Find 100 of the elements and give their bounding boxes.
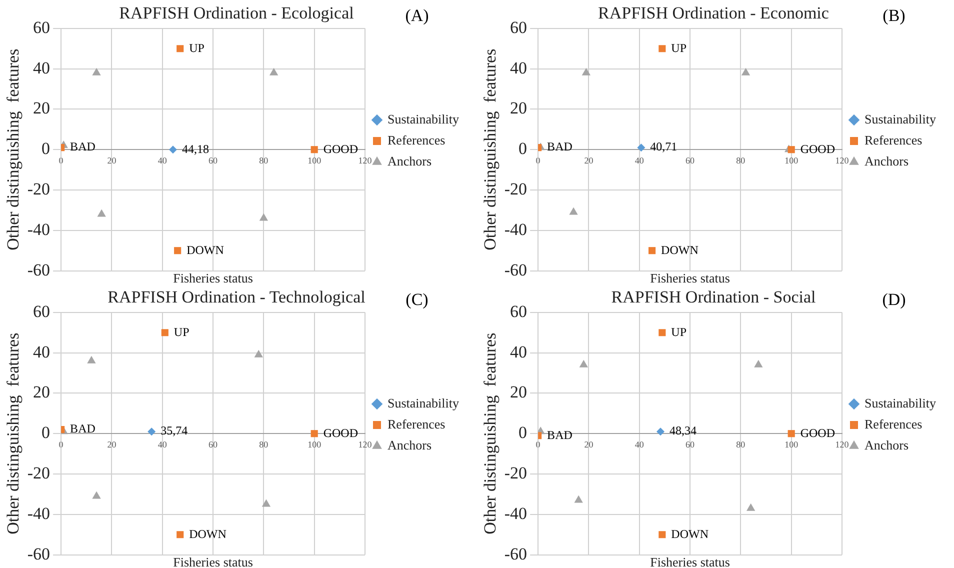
chart-title: RAPFISH Ordination - Social (611, 288, 816, 307)
x-tick-label: 120 (358, 439, 372, 450)
x-axis-title: Fisheries status (650, 270, 730, 286)
x-tick-label: 80 (736, 439, 746, 450)
y-tick-label: -20 (27, 463, 50, 482)
point (656, 428, 664, 436)
point (262, 499, 271, 507)
point (637, 144, 646, 152)
point (658, 329, 666, 336)
y-tick-label: -20 (504, 179, 528, 198)
x-tick-label: 100 (308, 439, 322, 450)
x-tick-label: 40 (634, 439, 644, 450)
annotation: 35,74 (160, 424, 188, 438)
legend-label: References (864, 132, 922, 148)
y-axis-title: Other distinguishing features (480, 332, 500, 534)
x-tick-label: 20 (584, 155, 594, 166)
legend-label: Anchors (388, 153, 432, 168)
y-tick-label: 60 (33, 302, 50, 321)
annotation: BAD (70, 422, 96, 436)
y-tick-label: 60 (33, 18, 50, 37)
x-tick-label: 100 (784, 155, 799, 166)
point (788, 430, 795, 438)
x-tick-label: 40 (634, 155, 644, 166)
y-tick-label: 20 (510, 382, 528, 402)
point (741, 68, 750, 76)
y-axis-title: Other distinguishing features (480, 48, 500, 250)
y-tick-label: -60 (27, 260, 50, 280)
point (658, 45, 666, 52)
x-tick-label: 120 (835, 439, 850, 450)
y-tick-label: 60 (510, 302, 528, 321)
x-axis-title: Fisheries status (173, 270, 253, 286)
point (87, 356, 96, 364)
x-tick-label: 40 (158, 439, 168, 450)
y-tick-label: -20 (27, 179, 50, 198)
chart-title: RAPFISH Ordination - Technological (108, 288, 366, 307)
annotation: GOOD (323, 142, 358, 156)
x-tick-label: 120 (835, 155, 850, 166)
point (579, 360, 588, 368)
y-tick-label: -40 (504, 220, 528, 239)
y-axis-title: Other distinguishing features (4, 48, 23, 250)
point (754, 360, 763, 368)
y-tick-label: -40 (27, 504, 50, 523)
chart-title: RAPFISH Ordination - Ecological (119, 4, 354, 23)
x-tick-label: 100 (784, 439, 799, 450)
point (176, 531, 184, 538)
legend-label: Sustainability (864, 111, 936, 126)
point (569, 207, 578, 215)
point (310, 146, 318, 154)
point (174, 247, 182, 254)
y-tick-label: -60 (504, 260, 528, 280)
point (259, 213, 268, 221)
x-tick-label: 60 (208, 439, 218, 450)
annotation: GOOD (800, 426, 836, 440)
x-tick-label: 60 (208, 155, 218, 166)
point (161, 329, 168, 336)
x-tick-label: 120 (358, 155, 372, 166)
annotation: BAD (547, 428, 573, 442)
annotation: UP (671, 324, 687, 339)
annotation: BAD (70, 140, 96, 154)
point (97, 209, 106, 217)
legend-label: Sustainability (388, 395, 460, 410)
legend-label: Anchors (388, 437, 432, 452)
annotation: UP (189, 40, 205, 55)
point (746, 503, 756, 511)
point (92, 68, 101, 76)
legend-label: References (388, 416, 446, 432)
y-tick-label: -40 (504, 504, 528, 523)
x-tick-label: 20 (584, 439, 594, 450)
legend-label: Anchors (864, 437, 909, 452)
x-tick-label: 40 (158, 155, 168, 166)
legend-label: References (864, 416, 922, 432)
point (254, 350, 263, 358)
x-axis-title: Fisheries status (173, 554, 253, 568)
point (310, 430, 318, 438)
legend-label: Sustainability (864, 395, 936, 410)
text: (D) (882, 290, 906, 309)
point (168, 146, 177, 154)
y-tick-label: 40 (33, 342, 50, 362)
point (574, 495, 583, 503)
y-tick-label: -60 (27, 544, 50, 564)
point (648, 247, 656, 254)
chart-title: RAPFISH Ordination - Economic (598, 4, 830, 23)
annotation: DOWN (661, 242, 699, 257)
annotation: GOOD (323, 426, 358, 440)
y-tick-label: -40 (27, 220, 50, 239)
y-tick-label: -20 (504, 463, 528, 482)
y-tick-label: 40 (510, 58, 528, 78)
text: (B) (882, 6, 906, 25)
x-tick-label: 60 (686, 439, 696, 450)
point (269, 68, 278, 76)
text: (C) (406, 290, 428, 309)
annotation: 48,34 (670, 424, 696, 438)
annotation: BAD (547, 140, 573, 154)
point (658, 531, 666, 538)
y-tick-label: 40 (33, 58, 50, 78)
x-tick-label: 60 (686, 155, 696, 166)
x-tick-label: 20 (107, 439, 117, 450)
y-axis-title: Other distinguishing features (4, 332, 23, 534)
y-tick-label: 40 (510, 342, 528, 362)
text: (A) (405, 6, 429, 25)
